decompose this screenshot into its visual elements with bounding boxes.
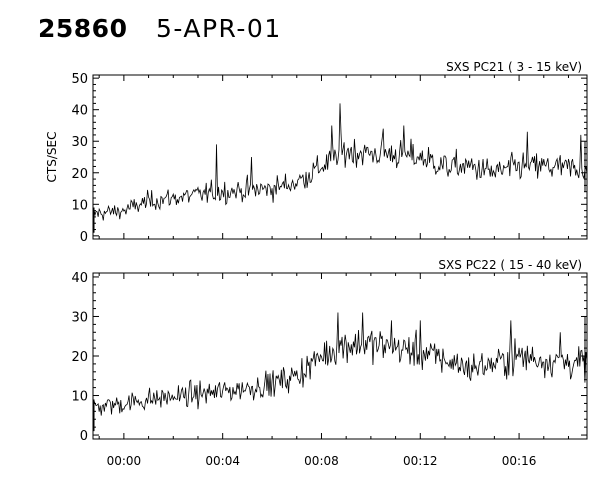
series-line <box>92 312 588 416</box>
y-tick-label: 10 <box>71 390 88 405</box>
series-line <box>92 103 588 221</box>
y-tick-label: 30 <box>71 135 88 150</box>
x-tick-label: 00:12 <box>403 454 438 468</box>
x-tick-label: 00:04 <box>205 454 240 468</box>
observation-id: 25860 <box>38 14 128 43</box>
y-tick-label: 20 <box>71 350 88 365</box>
header: 25860 5-APR-01 <box>38 14 458 48</box>
panel-1: SXS PC21 ( 3 - 15 keV) 0 10 20 30 40 50 CTS/SEC <box>45 60 588 245</box>
x-tick-label: 00:00 <box>107 454 142 468</box>
panel-title: SXS PC22 ( 15 - 40 keV) <box>438 258 582 272</box>
x-tick-label: 00:08 <box>304 454 339 468</box>
y-tick-label: 10 <box>71 198 88 213</box>
plot-frame <box>92 74 588 240</box>
y-tick-label: 30 <box>71 310 88 325</box>
x-tick-label: 00:16 <box>502 454 537 468</box>
y-tick-label: 0 <box>80 230 88 245</box>
panel-2: SXS PC22 ( 15 - 40 keV) 0 10 20 30 40 00:00 00:… <box>71 258 588 468</box>
y-tick-label: 20 <box>71 167 88 182</box>
y-tick-label: 40 <box>71 104 88 119</box>
y-tick-label: 0 <box>80 429 88 444</box>
y-axis-label: CTS/SEC <box>45 132 59 183</box>
y-tick-label: 40 <box>71 271 88 286</box>
panel-title: SXS PC21 ( 3 - 15 keV) <box>446 60 582 74</box>
plot-frame <box>92 272 588 440</box>
observation-date: 5-APR-01 <box>156 14 282 43</box>
y-tick-label: 50 <box>71 72 88 87</box>
